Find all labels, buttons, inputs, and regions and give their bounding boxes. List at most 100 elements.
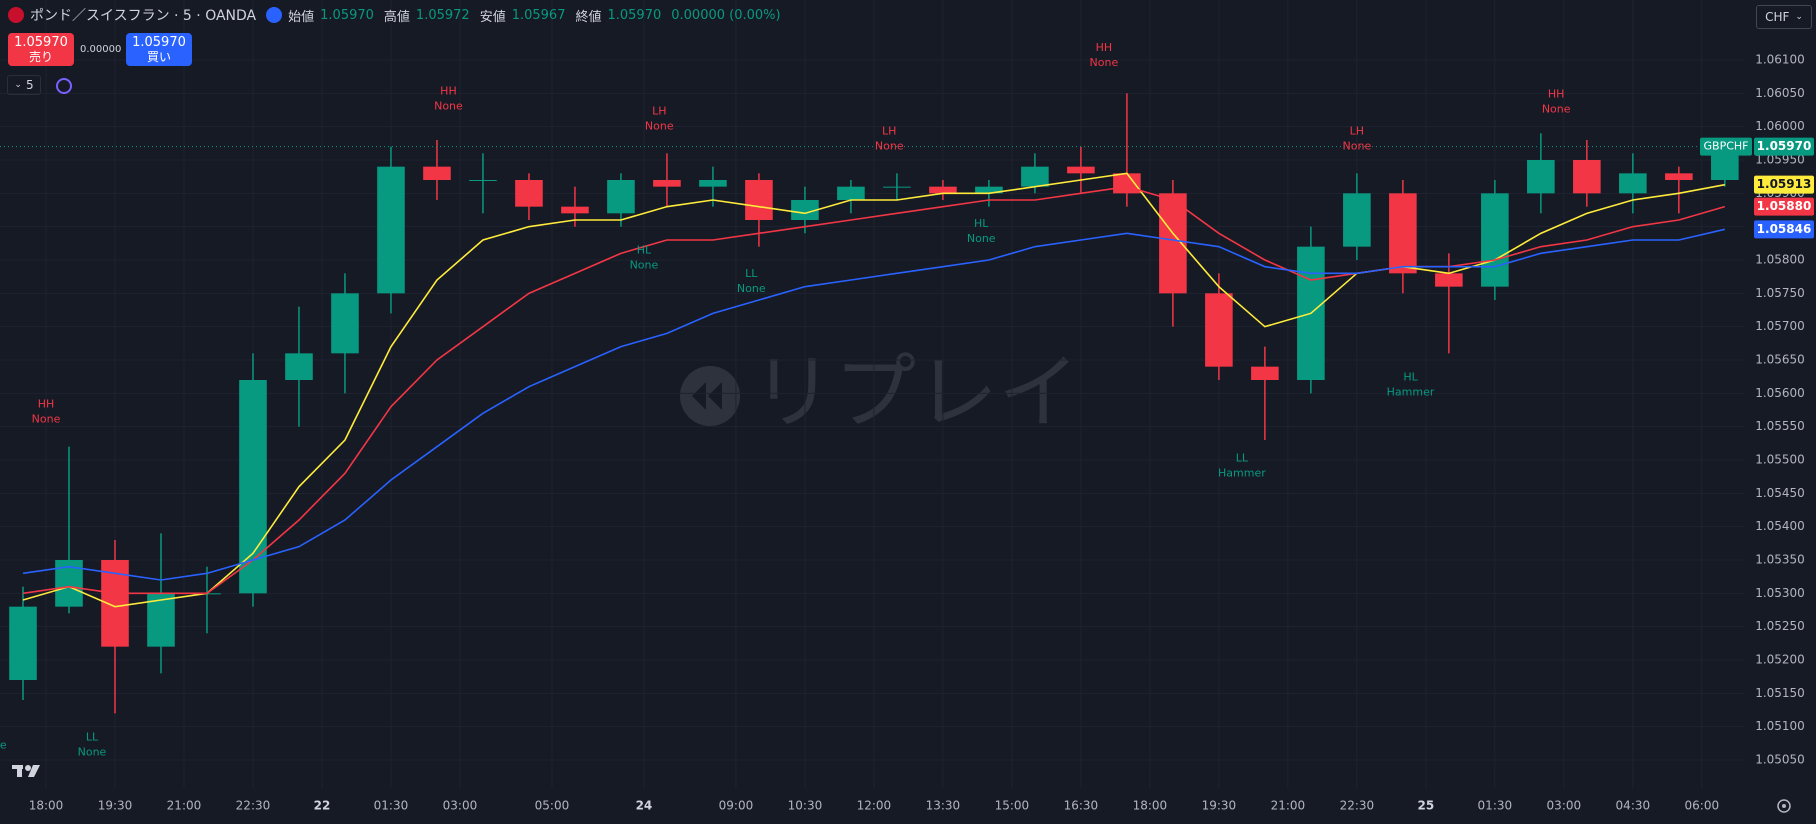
pivot-pattern: None	[630, 259, 659, 272]
candle-body	[331, 293, 359, 354]
x-tick-label: 06:00	[1685, 799, 1720, 813]
x-tick-label: 25	[1418, 799, 1435, 813]
pivot: HL None	[967, 217, 996, 245]
indicator-toggle[interactable]: ⌄ 5	[7, 75, 41, 95]
candle-body	[975, 186, 1003, 194]
pivot-label: LH	[1350, 124, 1364, 137]
x-tick-label: 03:00	[1547, 799, 1582, 813]
x-tick-label: 22:30	[1340, 799, 1375, 813]
moving-average	[22, 172, 1725, 608]
settings-icon[interactable]	[1777, 799, 1791, 813]
ma-badge-text: 1.05846	[1757, 222, 1812, 236]
pivot-pattern: Hammer	[1218, 467, 1266, 480]
replay-icon[interactable]	[266, 7, 283, 23]
x-tick-label: 03:00	[443, 799, 478, 813]
x-tick-label: 12:00	[857, 799, 892, 813]
y-tick-label: 1.05950	[1755, 153, 1805, 167]
pivot: LH None	[645, 104, 674, 132]
indicator-count: 5	[25, 78, 34, 92]
sync-icon[interactable]	[56, 78, 72, 94]
watermark-icon	[680, 366, 740, 426]
candle-body	[1113, 173, 1141, 194]
y-tick-label: 1.06100	[1755, 53, 1805, 67]
sell-price: 1.05970	[14, 34, 68, 50]
y-tick-label: 1.05300	[1755, 586, 1805, 600]
ohlc-value: 1.05970	[320, 7, 374, 23]
x-tick-label: 15:00	[995, 799, 1030, 813]
pivot-pattern: None	[875, 139, 904, 152]
buy-button[interactable]: 1.05970 買い	[126, 33, 192, 66]
symbol-icon	[8, 7, 24, 23]
candle-body	[1481, 193, 1509, 287]
x-tick-label: 04:30	[1616, 799, 1651, 813]
y-tick-label: 1.05050	[1755, 753, 1805, 767]
currency: CHF	[1765, 10, 1790, 24]
x-tick-label: 13:30	[926, 799, 961, 813]
pivot: LH None	[875, 124, 904, 152]
pivot: HL None	[630, 244, 659, 272]
candle-body	[1389, 193, 1417, 274]
y-tick-label: 1.05750	[1755, 286, 1805, 300]
pivot-label: HL	[1403, 370, 1418, 383]
y-tick-label: 1.05450	[1755, 486, 1805, 500]
x-tick-label: 09:00	[719, 799, 754, 813]
candle-body	[1619, 173, 1647, 194]
candle-body	[745, 180, 773, 220]
x-tick-label: 22	[314, 799, 331, 813]
ma-badge	[1754, 197, 1814, 216]
candle-body	[929, 186, 957, 194]
x-tick-label: 18:00	[29, 799, 64, 813]
ohlc-value: 1.05972	[415, 7, 470, 23]
ma-badge	[1754, 220, 1814, 239]
sell-button[interactable]: 1.05970 売り	[8, 33, 74, 66]
candle-body	[147, 593, 175, 647]
pivot: HH None	[1090, 41, 1119, 69]
ma-badge-text: 1.05913	[1757, 177, 1812, 191]
candle-body	[1021, 166, 1049, 187]
candle-body	[1573, 160, 1601, 194]
y-tick-label: 1.05700	[1755, 319, 1805, 333]
symbol[interactable]: ポンド／スイスフラン · 5 · OANDA	[30, 8, 257, 24]
pivot: LL None	[737, 267, 766, 295]
buy-label: 買い	[146, 49, 171, 64]
spread: 0.00000	[80, 44, 122, 55]
y-tick-label: 1.05650	[1755, 353, 1805, 367]
pivot-pattern: None	[434, 99, 463, 112]
x-tick-label: 05:00	[535, 799, 570, 813]
ma-badge	[1754, 175, 1814, 194]
pivot-pattern: Hammer	[1387, 385, 1435, 398]
pivot: LL Hammer	[1218, 452, 1266, 480]
y-tick-label: 1.05100	[1755, 719, 1805, 733]
y-tick-label: 1.05400	[1755, 519, 1805, 533]
pivot: HH None	[434, 84, 463, 112]
x-tick-label: 18:00	[1133, 799, 1168, 813]
candle-body	[791, 200, 819, 220]
pivot: LH None	[1343, 124, 1372, 152]
currency-select[interactable]: CHF ⌄	[1756, 5, 1812, 29]
pivot-pattern: None	[1343, 139, 1372, 152]
candle-body	[469, 180, 497, 181]
pivot-label: HH	[440, 84, 457, 97]
ohlc-value: 1.05970	[607, 7, 662, 23]
x-tick-label: 22:30	[236, 799, 271, 813]
x-tick-label: 19:30	[1202, 799, 1237, 813]
symbol-badge-text: GBPCHF	[1704, 140, 1749, 153]
pivot-pattern: None	[32, 413, 61, 426]
pivot-pattern: None	[1090, 56, 1119, 69]
candle-body	[1067, 166, 1095, 174]
header: ポンド／スイスフラン · 5 · OANDA 始値 1.05970 高値 1.059…	[8, 5, 785, 25]
symbol-badge	[1700, 137, 1752, 156]
pivot: HH None	[32, 398, 61, 426]
pivot-pattern: None	[1542, 103, 1571, 116]
candle-body	[9, 606, 37, 680]
ohlc-name: 始値	[288, 9, 315, 25]
candle-body	[1251, 366, 1279, 380]
candle-body	[699, 180, 727, 187]
pivot-label: HL	[974, 217, 989, 230]
candle-body	[837, 186, 865, 200]
pivot-pattern: None	[645, 119, 674, 132]
y-tick-label: 1.05800	[1755, 253, 1805, 267]
pivot-label: HH	[1096, 41, 1113, 54]
candle-body	[285, 353, 313, 380]
